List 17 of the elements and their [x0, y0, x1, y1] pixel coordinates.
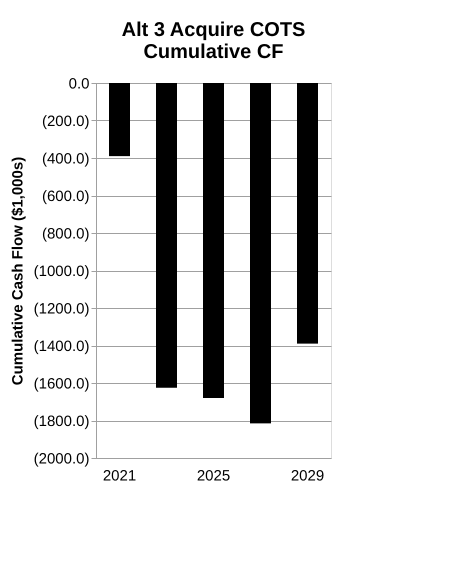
y-tick-label: (400.0) — [42, 150, 90, 168]
y-axis-title: Cumulative Cash Flow ($1,000s) — [10, 156, 27, 386]
y-tick-label: (1800.0) — [34, 413, 90, 430]
text: Cumulative CF — [143, 41, 284, 63]
y-tick-label: (1400.0) — [34, 338, 90, 355]
x-tick-label: 2025 — [196, 468, 230, 484]
y-tick-label: 0.0 — [68, 76, 90, 92]
y-tick-label: (1600.0) — [34, 376, 90, 392]
x-tick-label: 2021 — [102, 468, 136, 484]
y-tick-label: (1000.0) — [34, 263, 90, 280]
y-tick-label: (2000.0) — [34, 450, 90, 468]
y-tick-label: (200.0) — [42, 113, 90, 130]
y-tick-label: (1200.0) — [34, 300, 90, 318]
y-tick-label: (600.0) — [42, 188, 90, 205]
x-tick-label: 2029 — [290, 468, 324, 484]
text: Alt 3 Acquire COTS — [122, 19, 306, 41]
y-tick-label: (800.0) — [42, 226, 90, 242]
